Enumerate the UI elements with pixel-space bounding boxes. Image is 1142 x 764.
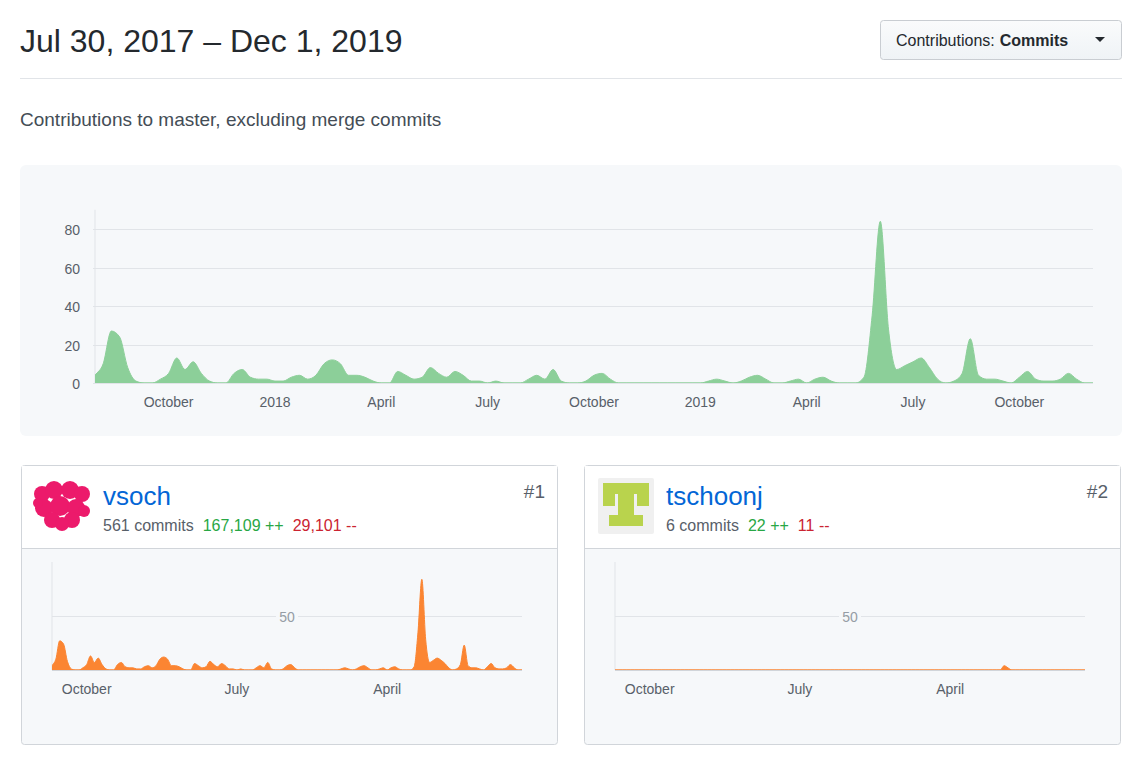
marks [52, 579, 522, 670]
button-caret[interactable] [1095, 37, 1105, 42]
additions: 22 ++ [748, 517, 789, 534]
button-text[interactable]: Contributions: Commits [896, 32, 1068, 49]
area [615, 666, 1085, 670]
chart-panel [20, 165, 1122, 436]
avatar[interactable] [33, 481, 90, 531]
x-tick-label: July [787, 681, 812, 697]
page-title: Jul 30, 2017 – Dec 1, 2019 [20, 23, 403, 59]
marks [95, 221, 1093, 383]
avatar-blob[interactable] [33, 498, 43, 508]
contributor-name[interactable]: vsoch [103, 481, 171, 511]
card-divider [22, 548, 557, 549]
avatar-shape[interactable] [603, 483, 649, 494]
contributor-card: vsoch #1 561 commits 167,109 ++ 29,101 -- [22, 466, 558, 745]
contributor-stats: 561 commits 167,109 ++ 29,101 -- [103, 517, 357, 534]
header-rule [20, 78, 1122, 79]
avatar-shape[interactable] [603, 494, 615, 506]
commit-count: 561 commits [103, 517, 194, 534]
chart: 50 October July April [615, 562, 1085, 697]
deletions: 11 -- [798, 517, 830, 534]
avatar-shape[interactable] [609, 515, 643, 526]
marks [615, 666, 1085, 670]
deletions: 29,101 -- [293, 517, 357, 534]
y-tick-label: 40 [64, 299, 80, 315]
x-tick-label: October [62, 681, 112, 697]
page-canvas: Jul 30, 2017 – Dec 1, 2019 Contributions:… [0, 0, 1142, 764]
y-tick-label: 50 [842, 609, 858, 625]
grid-line [93, 268, 1093, 269]
avatar-blob[interactable] [78, 505, 90, 517]
card-header [585, 466, 1120, 548]
button-box[interactable] [881, 21, 1122, 60]
contributor-stats: 6 commits 22 ++ 11 -- [666, 517, 830, 534]
grid-line [93, 383, 1093, 384]
grid-line [93, 345, 1093, 346]
button-value[interactable]: Commits [1000, 32, 1069, 49]
avatar-bg[interactable] [598, 478, 654, 534]
y-axis-line [95, 210, 96, 383]
commit-count: 6 commits [666, 517, 739, 534]
card-divider [585, 548, 1120, 549]
contributor-card: tschoonj #2 6 commits 22 ++ 11 -- [585, 466, 1121, 745]
x-tick-label: October [569, 394, 619, 410]
page-body: { "header": {"title": "Jul 30, 2017 – De… [0, 0, 1142, 764]
x-tick-label: April [793, 394, 821, 410]
y-tick-label: 50 [279, 609, 295, 625]
additions: 167,109 ++ [203, 517, 284, 534]
tick-label-bg [276, 608, 298, 626]
chart: 50 October July April [52, 562, 522, 697]
x-tick-label: 2018 [259, 394, 290, 410]
x-tick-label: April [367, 394, 395, 410]
area [52, 579, 522, 670]
x-tick-label: July [475, 394, 500, 410]
tick-label-bg [839, 608, 861, 626]
x-tick-label: 2019 [685, 394, 716, 410]
y-tick-label: 80 [64, 222, 80, 238]
x-tick-label: October [625, 681, 675, 697]
y-tick-label: 0 [72, 376, 80, 392]
card-box [585, 466, 1121, 745]
avatar-shape[interactable] [637, 494, 649, 506]
x-axis-line [615, 670, 1085, 671]
area [95, 221, 1093, 383]
x-tick-label: April [936, 681, 964, 697]
y-tick-label: 20 [64, 338, 80, 354]
card-box [22, 466, 558, 745]
grid-line [93, 229, 1093, 230]
x-tick-label: April [373, 681, 401, 697]
avatar[interactable] [598, 478, 654, 534]
contributor-rank: #1 [524, 481, 545, 502]
button-label[interactable]: Contributions: [896, 32, 995, 49]
chart: 0 20 40 60 80 October 2018 April July October 2019… [64, 210, 1093, 410]
contributor-rank: #2 [1087, 481, 1108, 502]
x-tick-label: July [901, 394, 926, 410]
y-tick-label: 60 [64, 261, 80, 277]
x-tick-label: October [144, 394, 194, 410]
x-tick-label: October [994, 394, 1044, 410]
contributions-button[interactable]: Contributions: Commits [881, 21, 1122, 60]
contributor-name[interactable]: tschoonj [666, 481, 763, 511]
grid-line [93, 306, 1093, 307]
subtitle: Contributions to master, excluding merge… [20, 109, 441, 130]
x-axis-line [52, 670, 522, 671]
card-header [22, 466, 557, 548]
avatar-blob[interactable] [55, 517, 69, 531]
x-tick-label: July [224, 681, 249, 697]
